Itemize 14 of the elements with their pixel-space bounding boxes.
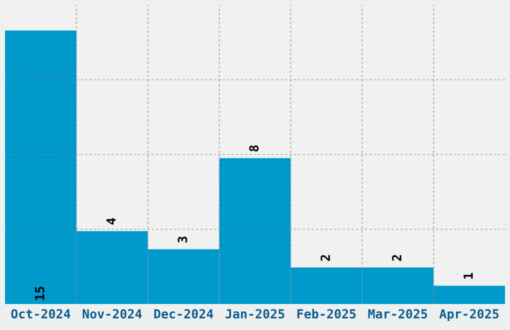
x-tick-label: Oct-2024 bbox=[11, 309, 70, 319]
x-tick-label: Apr-2025 bbox=[439, 309, 499, 321]
x-tick-label: Jan-2025 bbox=[226, 309, 284, 319]
x-tick-label: Dec-2024 bbox=[154, 309, 214, 319]
data-label: 4 bbox=[106, 218, 116, 224]
data-label: 2 bbox=[320, 255, 330, 261]
data-label: 2 bbox=[392, 255, 402, 261]
x-tick-label: Nov-2024 bbox=[82, 309, 142, 319]
data-label: 8 bbox=[249, 145, 259, 152]
data-label: 1 bbox=[464, 272, 473, 279]
x-tick-label: Feb-2025 bbox=[297, 308, 356, 319]
x-tick-label: Mar-2025 bbox=[368, 309, 428, 319]
data-label: 3 bbox=[178, 236, 188, 243]
data-label: 15 bbox=[35, 286, 44, 300]
